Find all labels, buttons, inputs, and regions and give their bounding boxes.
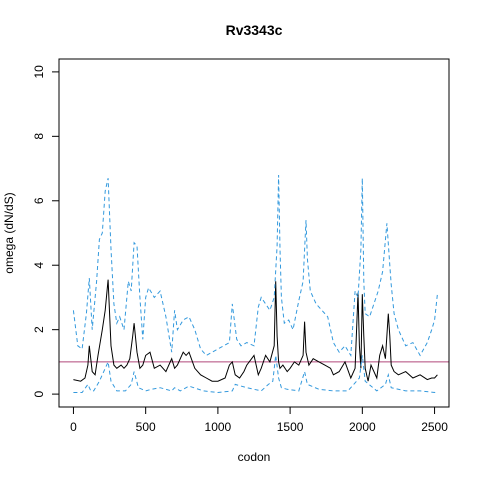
y-tick-label: 6	[32, 197, 46, 204]
x-axis-label: codon	[238, 450, 271, 464]
x-tick-label: 0	[70, 420, 77, 434]
y-axis: 0 2 4 6 8 10	[32, 65, 60, 397]
y-tick-label: 2	[32, 326, 46, 333]
series-line-mean	[73, 279, 438, 382]
x-tick-label: 1500	[277, 420, 304, 434]
y-tick-label: 0	[32, 390, 46, 397]
series-line-upper	[72, 174, 438, 358]
x-tick-label: 2500	[421, 420, 448, 434]
y-tick-label: 10	[32, 65, 46, 79]
plot-area	[59, 174, 449, 394]
chart-title: Rv3343c	[226, 22, 283, 38]
x-axis: 0 500 1000 1500 2000 2500	[70, 406, 448, 434]
y-tick-label: 8	[32, 133, 46, 140]
x-tick-label: 2000	[349, 420, 376, 434]
y-axis-label: omega (dN/dS)	[2, 192, 16, 273]
y-tick-label: 4	[32, 262, 46, 269]
x-tick-label: 1000	[205, 420, 232, 434]
x-tick-label: 500	[136, 420, 156, 434]
